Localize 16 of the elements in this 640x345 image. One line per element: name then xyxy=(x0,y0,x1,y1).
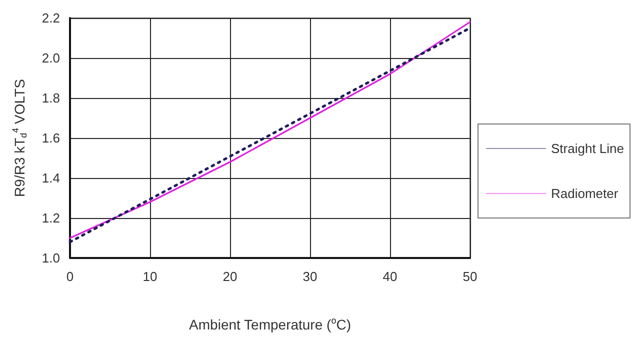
y-tick-label: 2.0 xyxy=(42,50,60,66)
x-tick-label: 0 xyxy=(66,269,74,284)
y-tick-label: 1.2 xyxy=(42,210,60,226)
y-axis-title: R9/R3 kTd4 VOLTS xyxy=(10,79,28,197)
y-tick-label: 2.2 xyxy=(42,10,60,26)
y-tick-label: 1.8 xyxy=(42,90,60,106)
x-tick-label: 20 xyxy=(222,269,238,284)
x-tick-label: 50 xyxy=(462,269,478,284)
y-tick-label: 1.4 xyxy=(42,170,60,186)
y-tick-label: 1.0 xyxy=(42,250,60,266)
x-tick-label: 40 xyxy=(382,269,398,284)
x-tick-label: 30 xyxy=(302,269,318,284)
legend-label: Radiometer xyxy=(551,186,619,201)
x-tick-label: 10 xyxy=(142,269,158,284)
y-tick-label: 1.6 xyxy=(42,130,60,146)
legend-label: Straight Line xyxy=(551,141,624,156)
